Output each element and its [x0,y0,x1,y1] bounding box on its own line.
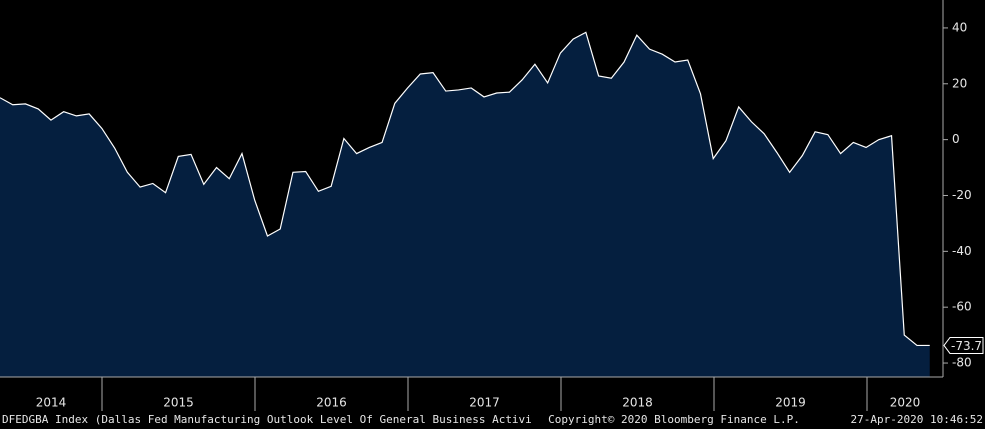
plot-area [0,31,930,377]
y-tick-label: -40 [952,244,972,258]
footer-center: Copyright© 2020 Bloomberg Finance L.P. [548,413,800,426]
x-tick-label: 2020 [890,396,921,410]
y-tick-label: 40 [952,20,967,34]
footer-right: 27-Apr-2020 10:46:52 [851,413,983,426]
last-value-label: -73.7 [951,339,982,353]
y-tick-label: 0 [952,132,960,146]
x-tick-label: 2016 [316,396,347,410]
x-tick-label: 2019 [775,396,806,410]
x-tick-label: 2018 [622,396,653,410]
line [0,31,930,347]
last-value-box [943,336,984,354]
footer-left: DFEDGBA Index (Dallas Fed Manufacturing … [2,413,532,426]
x-tick-label: 2017 [469,396,500,410]
y-tick-label: 20 [952,76,967,90]
area [0,32,930,377]
y-tick-label: -60 [952,300,972,314]
x-tick-label: 2014 [36,396,67,410]
y-tick-label: -20 [952,188,972,202]
x-tick-label: 2015 [163,396,194,410]
y-tick-label: -80 [952,356,972,370]
